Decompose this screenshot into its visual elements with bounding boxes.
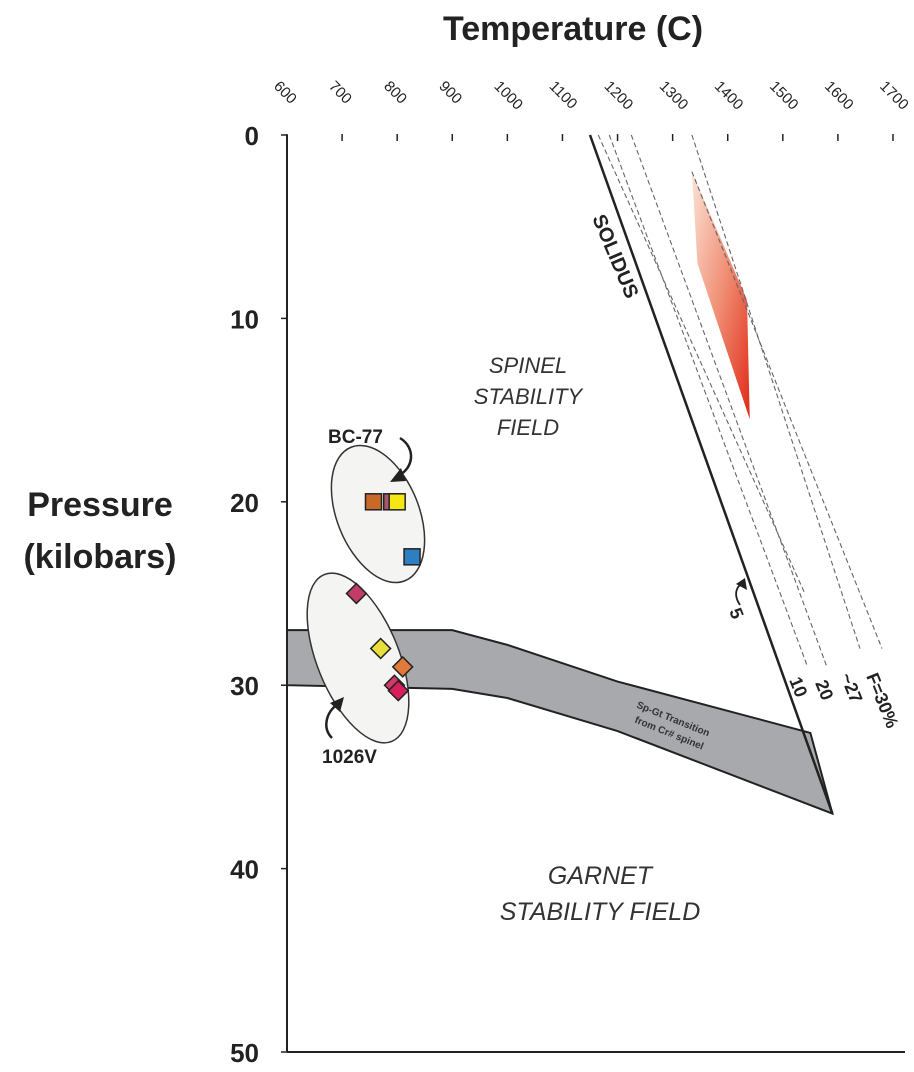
x-tick-label: 800: [380, 78, 410, 108]
y-axis-ticks: 0 10 20 30 40 50: [230, 121, 287, 1068]
1026v-ellipse: [306, 572, 410, 744]
x-tick-label: 1300: [656, 78, 692, 114]
bc77-square-marker: [364, 493, 383, 511]
spinel-field-label-3: FIELD: [497, 415, 559, 440]
x-tick-label: 700: [325, 78, 355, 108]
line-solidus: [588, 134, 834, 815]
sample-markers: [345, 493, 421, 702]
y-tick-label: 0: [245, 121, 259, 151]
x-tick-label: 1700: [876, 78, 912, 114]
y-axis-title-line2: (kilobars): [23, 538, 176, 576]
x-tick-label: 1000: [491, 78, 527, 114]
1026v-arrow: [325, 702, 339, 739]
garnet-field-label-2: STABILITY FIELD: [500, 898, 701, 926]
melt-region: [691, 171, 750, 420]
x-axis-ticks: 600 700 800 900 1000 1100 1200 1300 1400 1500 1600…: [270, 78, 912, 141]
line-5: [597, 134, 806, 594]
1026v-diamond-marker: [369, 637, 392, 660]
bc77-square-marker: [403, 548, 421, 566]
y-tick-label: 10: [230, 304, 259, 334]
1026v-label: 1026V: [322, 747, 377, 768]
x-tick-label: 1500: [766, 78, 802, 114]
x-tick-label: 600: [270, 78, 300, 108]
x-tick-label: 1600: [821, 78, 857, 114]
spinel-field-label-1: SPINEL: [489, 353, 567, 378]
f5-arrowhead: [736, 578, 747, 590]
1026v-diamond-marker: [345, 582, 368, 605]
x-tick-label: 900: [435, 78, 465, 108]
1026v-arrowhead: [330, 697, 344, 712]
x-tick-label: 1200: [601, 78, 637, 114]
1026v-diamond-marker: [391, 655, 414, 678]
bc77-ellipse: [330, 444, 426, 584]
line-27: [691, 134, 861, 649]
garnet-field-label-1: GARNET: [548, 862, 654, 890]
melting-lines: [588, 134, 883, 815]
y-tick-label: 40: [230, 855, 259, 885]
f27-label: ~27: [836, 670, 866, 706]
f20-label: 20: [811, 677, 837, 703]
bc77-arrowhead: [390, 468, 406, 482]
spinel-field-label-2: STABILITY: [474, 384, 584, 409]
x-axis-title: Temperature (C): [443, 10, 703, 48]
f30-label: F=30%: [862, 670, 902, 731]
y-axis-title-line1: Pressure: [27, 486, 173, 524]
line-10: [608, 134, 809, 668]
y-tick-label: 30: [230, 671, 259, 701]
x-tick-label: 1400: [711, 78, 747, 114]
line-20: [630, 134, 828, 668]
x-tick-label: 1100: [546, 78, 581, 113]
1026v-diamond-marker: [387, 679, 410, 702]
bc77-square-marker: [388, 493, 406, 511]
line-f-30: [691, 171, 883, 649]
bc77-label: BC-77: [328, 427, 383, 448]
y-tick-label: 50: [230, 1038, 259, 1068]
y-tick-label: 20: [230, 488, 259, 518]
f5-label: 5: [725, 605, 747, 622]
